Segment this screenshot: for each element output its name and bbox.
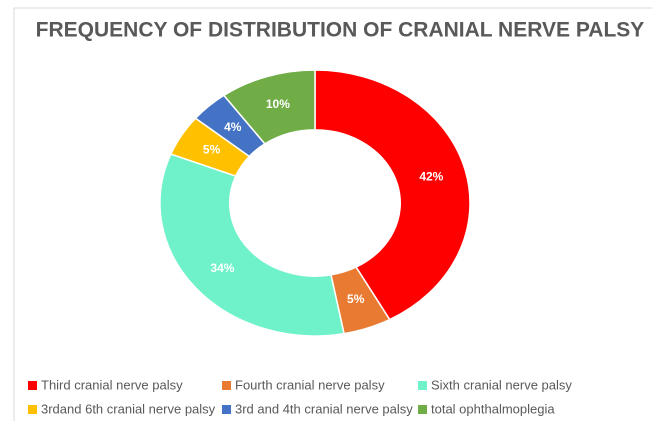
legend-swatch <box>28 381 37 390</box>
legend-label: Sixth cranial nerve palsy <box>431 377 572 392</box>
legend-label: 3rdand 6th cranial nerve palsy <box>41 401 216 416</box>
legend-swatch <box>28 405 37 414</box>
data-label: 5% <box>203 143 221 157</box>
data-label: 4% <box>224 120 242 134</box>
legend-swatch <box>418 405 427 414</box>
legend-swatch <box>418 381 427 390</box>
legend-label: 3rd and 4th cranial nerve palsy <box>235 401 413 416</box>
data-label: 42% <box>419 170 443 184</box>
legend-label: Third cranial nerve palsy <box>41 377 183 392</box>
donut-slice <box>314 69 471 321</box>
legend-label: Fourth cranial nerve palsy <box>235 377 385 392</box>
legend-swatch <box>222 405 231 414</box>
legend-label: total ophthalmoplegia <box>431 401 555 416</box>
legend-swatch <box>222 381 231 390</box>
donut-slice <box>222 69 316 145</box>
data-label: 10% <box>266 97 290 111</box>
data-label: 34% <box>210 261 234 275</box>
data-label: 5% <box>347 292 365 306</box>
chart-title: FREQUENCY OF DISTRIBUTION OF CRANIAL NER… <box>36 19 645 42</box>
donut-slice <box>159 153 345 337</box>
